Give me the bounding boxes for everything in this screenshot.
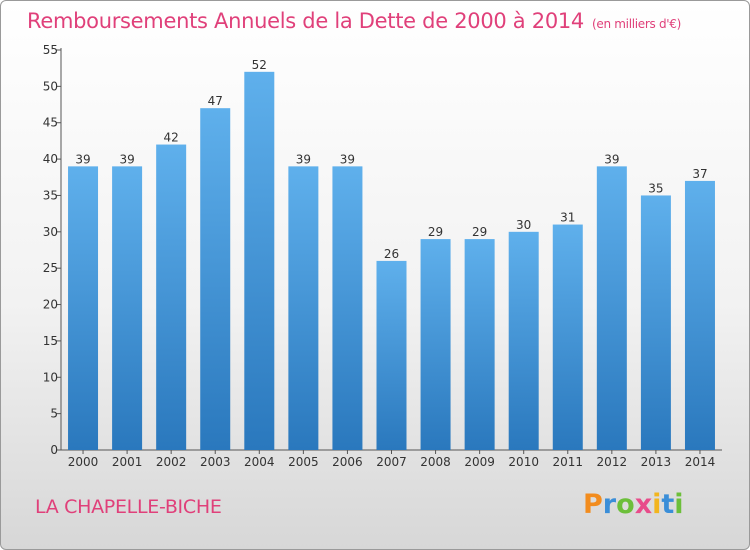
logo-letter: t	[661, 489, 675, 520]
logo-letter: r	[602, 489, 617, 520]
x-tick-label-2002: 2002	[156, 455, 187, 469]
x-tick-label-2001: 2001	[112, 455, 143, 469]
bar-2002	[156, 144, 187, 450]
y-tick-label: 40	[43, 152, 58, 166]
y-tick-label: 10	[43, 370, 58, 384]
bar-2012	[596, 166, 627, 450]
x-tick-label-2006: 2006	[332, 455, 363, 469]
data-label-2008: 29	[428, 225, 443, 239]
y-tick-label: 20	[43, 298, 58, 312]
x-tick-label-2012: 2012	[597, 455, 628, 469]
data-label-2004: 52	[252, 58, 267, 72]
bar-2009	[464, 239, 495, 450]
data-label-2003: 47	[208, 94, 223, 108]
data-label-2002: 42	[164, 131, 179, 145]
data-label-2005: 39	[296, 152, 311, 166]
data-label-2001: 39	[119, 152, 134, 166]
data-label-2009: 29	[472, 225, 487, 239]
x-tick-label-2013: 2013	[641, 455, 672, 469]
bar-2007	[376, 260, 407, 450]
y-tick-label: 50	[43, 79, 58, 93]
x-tick-label-2000: 2000	[68, 455, 99, 469]
x-tick-label-2008: 2008	[420, 455, 451, 469]
y-tick-label: 55	[43, 43, 58, 57]
logo-letter: x	[634, 489, 653, 520]
commune-name: LA CHAPELLE-BICHE	[35, 496, 222, 518]
chart-title: Remboursements Annuels de la Dette de 20…	[27, 9, 682, 33]
x-tick-label-2011: 2011	[552, 455, 583, 469]
data-label-2000: 39	[75, 152, 90, 166]
x-tick-label-2010: 2010	[508, 455, 539, 469]
y-tick-label: 25	[43, 261, 58, 275]
bar-2008	[420, 239, 451, 450]
data-label-2010: 30	[516, 218, 531, 232]
data-label-2007: 26	[384, 247, 399, 261]
bar-2001	[112, 166, 143, 450]
bar-2006	[332, 166, 363, 450]
x-tick-label-2005: 2005	[288, 455, 319, 469]
x-tick-label-2003: 2003	[200, 455, 231, 469]
proxiti-logo: Proxiti	[583, 489, 684, 520]
bar-2003	[200, 108, 231, 450]
logo-letter: i	[652, 489, 662, 520]
y-tick-label: 5	[50, 407, 58, 421]
bar-2004	[244, 71, 275, 451]
logo-letter: P	[583, 489, 603, 520]
y-tick-label: 0	[50, 443, 58, 457]
chart-subtitle: (en milliers d'€)	[592, 17, 682, 31]
data-label-2011: 31	[560, 211, 575, 225]
y-tick-label: 30	[43, 225, 58, 239]
data-label-2006: 39	[340, 152, 355, 166]
bar-2014	[684, 180, 715, 450]
data-label-2012: 39	[604, 152, 619, 166]
x-tick-label-2009: 2009	[464, 455, 495, 469]
bar-2000	[68, 166, 99, 450]
x-tick-label-2004: 2004	[244, 455, 275, 469]
x-tick-label-2007: 2007	[376, 455, 407, 469]
logo-letter: i	[674, 489, 684, 520]
y-tick-label: 45	[43, 116, 58, 130]
bar-2010	[508, 231, 539, 450]
bar-2005	[288, 166, 319, 450]
data-label-2013: 35	[648, 181, 663, 195]
bar-2011	[552, 224, 583, 450]
logo-letter: o	[616, 489, 635, 520]
data-label-2014: 37	[692, 167, 707, 181]
y-tick-label: 35	[43, 188, 58, 202]
x-tick-label-2014: 2014	[685, 455, 716, 469]
y-tick-label: 15	[43, 334, 58, 348]
bar-2013	[640, 195, 671, 450]
